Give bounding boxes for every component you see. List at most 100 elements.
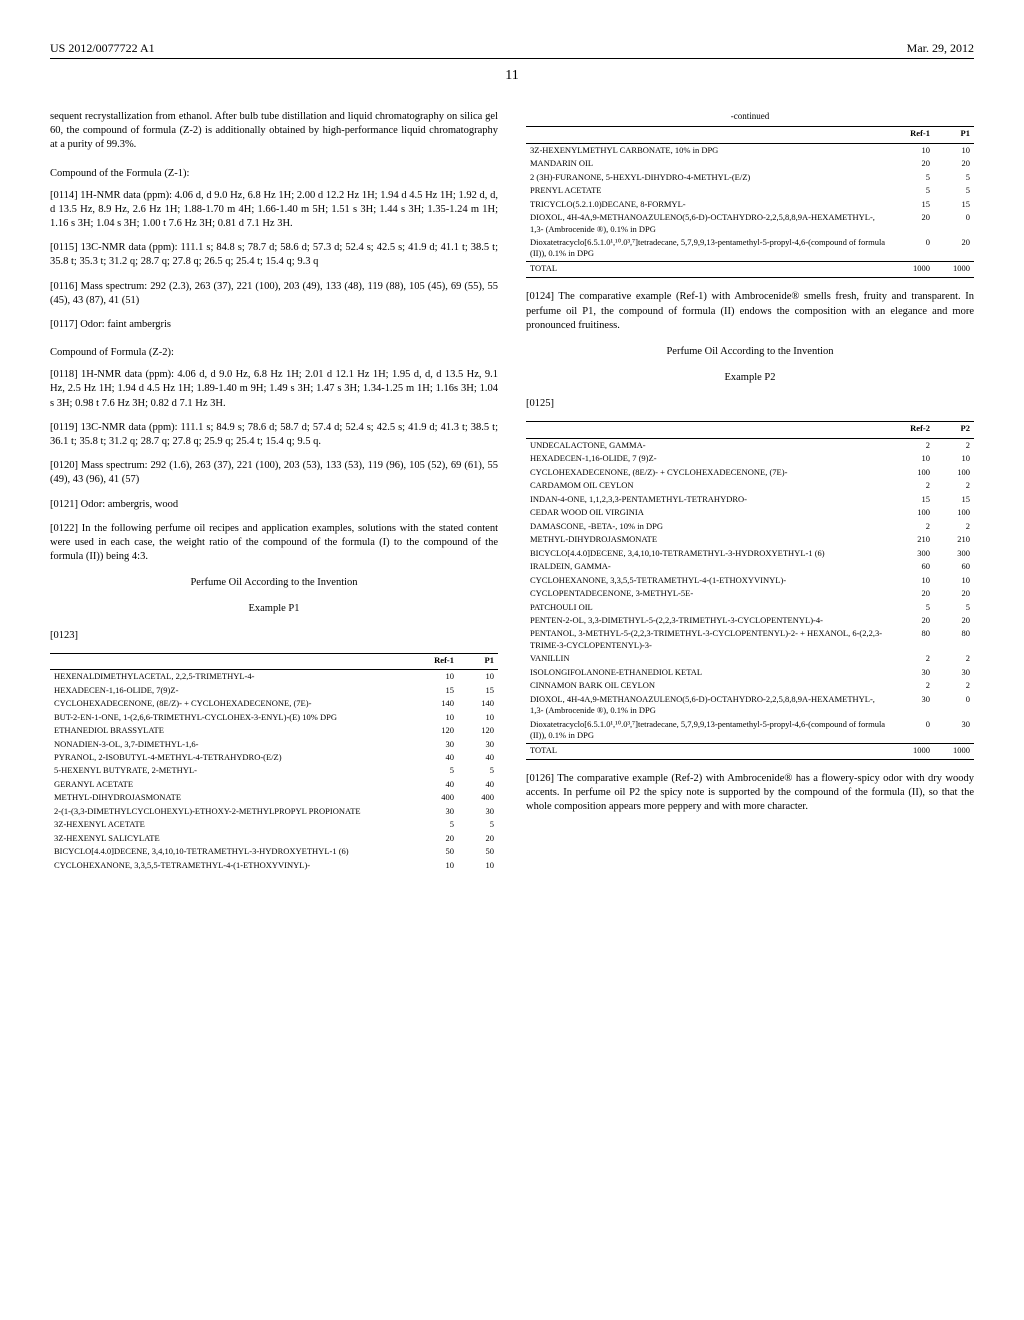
value-b: 300 (934, 547, 974, 560)
value-b: 20 (458, 832, 498, 845)
value-a: 5 (894, 601, 934, 614)
table-row: ISOLONGIFOLANONE-ETHANEDIOL KETAL3030 (526, 666, 974, 679)
para-0118: [0118] 1H-NMR data (ppm): 4.06 d, d 9.0 … (50, 368, 498, 411)
table-row: ETHANEDIOL BRASSYLATE120120 (50, 724, 498, 737)
value-a: 30 (894, 693, 934, 718)
value-a: 2 (894, 438, 934, 452)
value-b: 5 (934, 601, 974, 614)
intro-para: sequent recrystallization from ethanol. … (50, 110, 498, 153)
table-row: NONADIEN-3-OL, 3,7-DIMETHYL-1,6-3030 (50, 738, 498, 751)
table-row: HEXENALDIMETHYLACETAL, 2,2,5-TRIMETHYL-4… (50, 670, 498, 684)
table-row: 2 (3H)-FURANONE, 5-HEXYL-DIHYDRO-4-METHY… (526, 171, 974, 184)
para-0115: [0115] 13C-NMR data (ppm): 111.1 s; 84.8… (50, 241, 498, 269)
ingredient-name: METHYL-DIHYDROJASMONATE (50, 791, 418, 804)
value-b: 80 (934, 627, 974, 652)
para-0125: [0125] (526, 397, 974, 411)
th-p1: P1 (458, 653, 498, 667)
table-row: HEXADECEN-1,16-OLIDE, 7 (9)Z-1010 (526, 452, 974, 465)
table-row: BICYCLO[4.4.0]DECENE, 3,4,10,10-TETRAMET… (50, 845, 498, 858)
table-row: 2-(1-(3,3-DIMETHYLCYCLOHEXYL)-ETHOXY-2-M… (50, 805, 498, 818)
table-row: MANDARIN OIL2020 (526, 157, 974, 170)
ingredient-name: PRENYL ACETATE (526, 184, 894, 197)
value-a: 60 (894, 560, 934, 573)
value-a: 100 (894, 506, 934, 519)
ingredient-name: DAMASCONE, -BETA-, 10% in DPG (526, 520, 894, 533)
value-a: 40 (418, 751, 458, 764)
ingredient-name: 5-HEXENYL BUTYRATE, 2-METHYL- (50, 764, 418, 777)
value-b: 5 (458, 818, 498, 831)
ingredient-name: 3Z-HEXENYL ACETATE (50, 818, 418, 831)
value-a: 210 (894, 533, 934, 546)
value-b: 30 (934, 718, 974, 743)
value-a: 120 (418, 724, 458, 737)
value-b: 30 (934, 666, 974, 679)
value-a: 10 (894, 452, 934, 465)
value-a: 15 (894, 493, 934, 506)
value-a: 400 (418, 791, 458, 804)
value-a: 10 (894, 574, 934, 587)
value-a: 20 (894, 211, 934, 236)
value-b: 10 (458, 711, 498, 724)
value-a: 30 (894, 666, 934, 679)
value-b: 15 (934, 493, 974, 506)
table-row: CYCLOHEXADECENONE, (8E/Z)- + CYCLOHEXADE… (526, 466, 974, 479)
value-a: 10 (418, 670, 458, 684)
perfume-title-1: Perfume Oil According to the Invention (50, 576, 498, 590)
value-b: 5 (934, 171, 974, 184)
ingredient-name: DIOXOL, 4H-4A,9-METHANOAZULENO(5,6-D)-OC… (526, 211, 894, 236)
table-row: DAMASCONE, -BETA-, 10% in DPG22 (526, 520, 974, 533)
ingredient-name: BICYCLO[4.4.0]DECENE, 3,4,10,10-TETRAMET… (50, 845, 418, 858)
value-b: 50 (458, 845, 498, 858)
ingredient-name: IRALDEIN, GAMMA- (526, 560, 894, 573)
value-a: 15 (418, 684, 458, 697)
ingredient-name: HEXENALDIMETHYLACETAL, 2,2,5-TRIMETHYL-4… (50, 670, 418, 684)
value-b: 2 (934, 479, 974, 492)
table-row: CINNAMON BARK OIL CEYLON22 (526, 679, 974, 692)
value-b: 5 (934, 184, 974, 197)
value-b: 140 (458, 697, 498, 710)
table-row: PYRANOL, 2-ISOBUTYL-4-METHYL-4-TETRAHYDR… (50, 751, 498, 764)
right-column: -continued Ref-1P1 3Z-HEXENYLMETHYL CARB… (526, 110, 974, 884)
ingredient-name: CYCLOHEXANONE, 3,3,5,5-TETRAMETHYL-4-(1-… (50, 859, 418, 872)
ingredient-name: PENTANOL, 3-METHYL-5-(2,2,3-TRIMETHYL-3-… (526, 627, 894, 652)
value-a: 5 (894, 184, 934, 197)
ingredient-name: 2-(1-(3,3-DIMETHYLCYCLOHEXYL)-ETHOXY-2-M… (50, 805, 418, 818)
ingredient-name: DIOXOL, 4H-4A,9-METHANOAZULENO(5,6-D)-OC… (526, 693, 894, 718)
value-a: 0 (894, 236, 934, 261)
para-0114: [0114] 1H-NMR data (ppm): 4.06 d, d 9.0 … (50, 189, 498, 232)
value-b: 15 (934, 198, 974, 211)
ingredient-name: ETHANEDIOL BRASSYLATE (50, 724, 418, 737)
value-a: 10 (418, 859, 458, 872)
table-p1-continued: Ref-1P1 3Z-HEXENYLMETHYL CARBONATE, 10% … (526, 126, 974, 278)
total-p1: 1000 (934, 261, 974, 275)
th-ref1-c: Ref-1 (894, 127, 934, 141)
total-label: TOTAL (526, 261, 894, 275)
table-p1-continued-caption: -continued (526, 110, 974, 122)
value-a: 20 (894, 157, 934, 170)
para-0126: [0126] The comparative example (Ref-2) w… (526, 772, 974, 815)
value-a: 5 (418, 818, 458, 831)
ingredient-name: ISOLONGIFOLANONE-ETHANEDIOL KETAL (526, 666, 894, 679)
table-p1: Ref-1P1 HEXENALDIMETHYLACETAL, 2,2,5-TRI… (50, 653, 498, 873)
table-row: PATCHOULI OIL55 (526, 601, 974, 614)
table-row: PRENYL ACETATE55 (526, 184, 974, 197)
total-p2: 1000 (934, 743, 974, 757)
value-a: 2 (894, 479, 934, 492)
ingredient-name: NONADIEN-3-OL, 3,7-DIMETHYL-1,6- (50, 738, 418, 751)
ingredient-name: PENTEN-2-OL, 3,3-DIMETHYL-5-(2,2,3-TRIME… (526, 614, 894, 627)
ingredient-name: 3Z-HEXENYL SALICYLATE (50, 832, 418, 845)
value-b: 10 (934, 143, 974, 157)
left-column: sequent recrystallization from ethanol. … (50, 110, 498, 884)
value-b: 30 (458, 738, 498, 751)
para-0116: [0116] Mass spectrum: 292 (2.3), 263 (37… (50, 280, 498, 308)
ingredient-name: UNDECALACTONE, GAMMA- (526, 438, 894, 452)
value-b: 100 (934, 506, 974, 519)
table-row: IRALDEIN, GAMMA-6060 (526, 560, 974, 573)
para-0120: [0120] Mass spectrum: 292 (1.6), 263 (37… (50, 459, 498, 487)
table-row: CYCLOPENTADECENONE, 3-METHYL-5E-2020 (526, 587, 974, 600)
value-a: 5 (418, 764, 458, 777)
th-ref2: Ref-2 (894, 422, 934, 436)
total-ref2: 1000 (894, 743, 934, 757)
value-a: 300 (894, 547, 934, 560)
table-row: 3Z-HEXENYL SALICYLATE2020 (50, 832, 498, 845)
